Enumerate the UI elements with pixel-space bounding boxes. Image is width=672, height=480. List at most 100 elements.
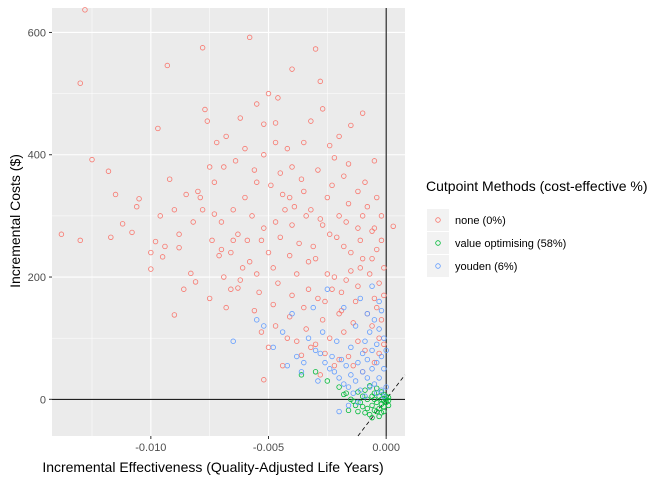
data-point [164,62,171,69]
data-point [228,286,234,292]
data-point [376,375,382,381]
data-point [331,155,338,161]
data-point [367,384,373,390]
x-tick-label: 0.000 [372,442,400,454]
data-point [258,237,265,244]
data-point [284,145,291,152]
legend-label: value optimising (58%) [455,238,566,250]
data-point [319,317,326,323]
data-point [256,289,262,296]
data-point [348,122,354,129]
data-point [261,377,267,383]
data-point [336,384,342,390]
data-point [289,222,295,228]
data-point [310,304,316,311]
data-point [206,295,213,302]
data-point [272,323,279,329]
data-point [237,277,243,283]
legend: Cutpoint Methods (cost-effective %) none… [426,178,648,277]
data-point [359,369,366,375]
data-point [364,405,371,412]
data-point [350,362,356,369]
data-point [345,353,352,360]
data-point [348,344,354,351]
data-point [315,167,321,173]
legend-label: none (0%) [455,215,506,227]
data-point [355,283,361,289]
data-point [112,191,119,198]
data-point [341,329,347,335]
data-point [284,362,291,369]
data-point [355,359,361,366]
y-tick-label: 600 [28,27,46,39]
plot-background [52,8,405,436]
data-point [381,341,387,347]
data-point [331,369,338,375]
data-point [364,375,371,381]
data-point [341,173,347,179]
data-point [343,277,349,283]
data-point [282,207,288,213]
data-point [355,338,361,344]
data-point [214,139,220,146]
data-point [261,121,267,127]
data-point [275,280,281,286]
data-point [308,207,314,213]
data-point [378,213,385,219]
y-tick-label: 0 [40,394,46,406]
data-point [251,167,258,173]
data-point [221,164,227,170]
data-point [279,191,286,198]
data-point [246,34,253,41]
data-point [338,356,345,363]
data-point [378,387,385,393]
data-point [261,225,267,231]
data-point [345,402,352,409]
data-point [336,213,342,219]
data-point [336,375,342,381]
data-point [211,179,218,185]
data-point [336,408,342,415]
data-point [357,399,363,406]
legend-marker [435,240,441,246]
legend-key [427,255,449,277]
data-point [345,161,352,167]
data-point [89,156,95,163]
data-point [336,356,342,363]
data-point [352,323,359,329]
data-point [275,95,281,101]
data-point [381,335,387,341]
data-point [284,335,291,341]
data-point [374,194,380,201]
x-axis-ticks: -0.010 -0.005 0.000 [135,436,400,454]
plot-panel [52,8,405,436]
data-point [334,338,340,344]
data-point [329,353,335,360]
data-point [270,344,276,351]
data-point [105,168,112,174]
data-point [326,335,333,341]
data-point [322,359,328,366]
data-point [301,139,307,146]
data-point [152,238,159,245]
data-point [58,231,65,237]
data-point [381,393,387,399]
data-point [303,326,309,332]
data-point [301,188,307,195]
data-point [286,194,293,201]
data-point [362,393,368,399]
data-point [254,317,260,323]
data-point [223,133,229,140]
data-point [308,344,314,351]
data-point [77,80,83,86]
data-point [305,259,312,265]
data-point [324,271,331,277]
data-point [374,399,380,406]
data-point [357,237,363,244]
data-point [341,391,347,398]
data-point [376,280,382,286]
data-point [369,323,375,329]
data-point [369,402,375,409]
data-point [362,338,368,344]
